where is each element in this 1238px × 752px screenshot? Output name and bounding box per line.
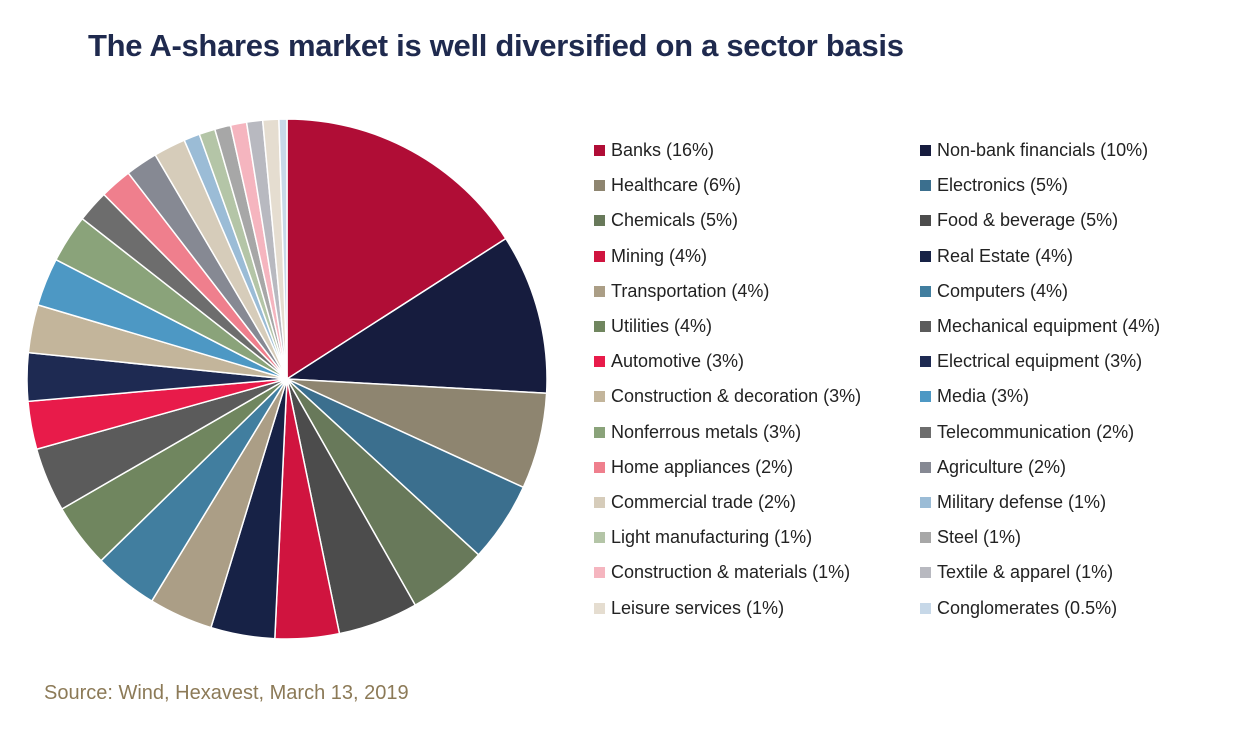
legend-item-8: Transportation (4%) bbox=[594, 281, 769, 302]
legend-item-20: Commercial trade (2%) bbox=[594, 492, 796, 513]
source-note: Source: Wind, Hexavest, March 13, 2019 bbox=[44, 682, 409, 704]
legend-label-1: Non-bank financials (10%) bbox=[937, 140, 1149, 160]
legend-swatch-12 bbox=[594, 356, 605, 368]
legend-swatch-0 bbox=[594, 145, 605, 156]
legend-swatch-1 bbox=[920, 145, 931, 156]
legend-swatch-26 bbox=[594, 602, 605, 614]
legend-item-21: Military defense (1%) bbox=[920, 492, 1106, 513]
legend-label-25: Textile & apparel (1%) bbox=[937, 562, 1114, 583]
legend-label-8: Transportation (4%) bbox=[611, 280, 770, 301]
pie-slice-0 bbox=[286, 118, 507, 381]
legend-item-25: Textile & apparel (1%) bbox=[920, 562, 1113, 583]
legend-label-4: Chemicals (5%) bbox=[611, 210, 739, 231]
legend-swatch-3 bbox=[920, 180, 931, 192]
legend-label-18: Home appliances (2%) bbox=[611, 456, 794, 477]
legend-item-1: Non-bank financials (10%) bbox=[920, 140, 1148, 161]
legend-swatch-17 bbox=[920, 426, 931, 438]
legend-swatch-11 bbox=[920, 321, 931, 332]
legend-label-23: Steel (1%) bbox=[937, 527, 1022, 548]
legend-label-21: Military defense (1%) bbox=[937, 492, 1107, 512]
legend-label-17: Telecommunication (2%) bbox=[937, 421, 1135, 442]
legend-item-19: Agriculture (2%) bbox=[920, 457, 1066, 478]
pie-slice-1 bbox=[284, 237, 548, 395]
legend-item-4: Chemicals (5%) bbox=[594, 210, 738, 231]
legend-label-27: Conglomerates (0.5%) bbox=[937, 597, 1118, 618]
legend-item-15: Media (3%) bbox=[920, 386, 1029, 407]
legend-label-0: Banks (16%) bbox=[611, 140, 715, 160]
legend-swatch-27 bbox=[920, 602, 931, 614]
legend-label-6: Mining (4%) bbox=[611, 245, 708, 266]
legend-item-18: Home appliances (2%) bbox=[594, 457, 793, 478]
legend-swatch-4 bbox=[594, 215, 605, 227]
legend-label-5: Food & beverage (5%) bbox=[937, 210, 1119, 231]
legend-item-7: Real Estate (4%) bbox=[920, 246, 1073, 267]
legend-label-19: Agriculture (2%) bbox=[937, 456, 1067, 477]
legend-label-7: Real Estate (4%) bbox=[937, 245, 1074, 266]
legend-swatch-25 bbox=[920, 567, 931, 579]
legend-label-12: Automotive (3%) bbox=[611, 351, 745, 372]
legend-swatch-8 bbox=[594, 285, 605, 297]
legend-item-26: Leisure services (1%) bbox=[594, 598, 784, 619]
legend-swatch-2 bbox=[594, 180, 605, 192]
legend-swatch-15 bbox=[920, 391, 931, 403]
legend-label-3: Electronics (5%) bbox=[937, 175, 1069, 196]
legend-item-17: Telecommunication (2%) bbox=[920, 422, 1134, 443]
legend-swatch-14 bbox=[594, 391, 605, 403]
legend-item-5: Food & beverage (5%) bbox=[920, 210, 1118, 231]
legend-item-2: Healthcare (6%) bbox=[594, 175, 741, 196]
legend-swatch-21 bbox=[920, 497, 931, 508]
legend-label-20: Commercial trade (2%) bbox=[611, 492, 797, 512]
legend-item-13: Electrical equipment (3%) bbox=[920, 351, 1142, 372]
legend-label-14: Construction & decoration (3%) bbox=[611, 386, 862, 407]
legend-item-22: Light manufacturing (1%) bbox=[594, 527, 812, 548]
legend-swatch-18 bbox=[594, 461, 605, 473]
chart-title: The A-shares market is well diversified … bbox=[88, 28, 904, 63]
legend-label-9: Computers (4%) bbox=[937, 280, 1069, 301]
legend-item-3: Electronics (5%) bbox=[920, 175, 1068, 196]
legend-item-12: Automotive (3%) bbox=[594, 351, 744, 372]
legend-swatch-16 bbox=[594, 426, 605, 438]
legend-label-16: Nonferrous metals (3%) bbox=[611, 421, 802, 442]
legend-swatch-22 bbox=[594, 532, 605, 544]
legend-item-23: Steel (1%) bbox=[920, 527, 1021, 548]
legend-label-26: Leisure services (1%) bbox=[611, 597, 785, 618]
legend-item-24: Construction & materials (1%) bbox=[594, 562, 850, 583]
legend-swatch-6 bbox=[594, 250, 605, 262]
legend-item-10: Utilities (4%) bbox=[594, 316, 712, 337]
legend-label-15: Media (3%) bbox=[937, 386, 1030, 407]
legend-item-16: Nonferrous metals (3%) bbox=[594, 422, 801, 443]
legend-item-27: Conglomerates (0.5%) bbox=[920, 598, 1117, 619]
legend-label-13: Electrical equipment (3%) bbox=[937, 351, 1143, 372]
legend-item-14: Construction & decoration (3%) bbox=[594, 386, 861, 407]
legend-swatch-5 bbox=[920, 215, 931, 227]
legend-item-6: Mining (4%) bbox=[594, 246, 707, 267]
legend-swatch-20 bbox=[594, 497, 605, 508]
legend-label-24: Construction & materials (1%) bbox=[611, 562, 851, 583]
legend-swatch-13 bbox=[920, 356, 931, 368]
legend-swatch-10 bbox=[594, 321, 605, 332]
legend-item-0: Banks (16%) bbox=[594, 140, 714, 161]
legend-swatch-9 bbox=[920, 285, 931, 297]
legend-label-10: Utilities (4%) bbox=[611, 316, 713, 336]
legend-item-9: Computers (4%) bbox=[920, 281, 1068, 302]
legend-item-11: Mechanical equipment (4%) bbox=[920, 316, 1160, 337]
legend-swatch-7 bbox=[920, 250, 931, 262]
legend-swatch-19 bbox=[920, 461, 931, 473]
legend-swatch-23 bbox=[920, 532, 931, 544]
legend-swatch-24 bbox=[594, 567, 605, 579]
legend-label-22: Light manufacturing (1%) bbox=[611, 527, 813, 548]
pie-slice-27 bbox=[278, 118, 288, 380]
legend-label-2: Healthcare (6%) bbox=[611, 175, 742, 196]
legend-label-11: Mechanical equipment (4%) bbox=[937, 316, 1161, 336]
